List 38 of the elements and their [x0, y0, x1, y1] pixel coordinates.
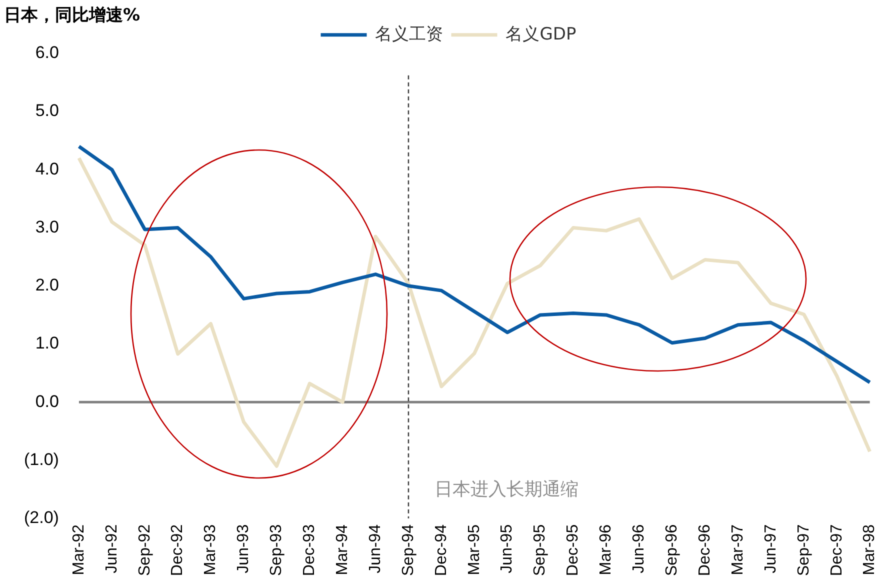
y-tick-label: (1.0) — [24, 450, 59, 469]
x-tick-label: Sep-94 — [400, 524, 417, 576]
x-tick-label: Jun-95 — [498, 524, 516, 574]
x-tick-label: Mar-96 — [598, 524, 615, 576]
x-tick-label: Dec-96 — [696, 524, 714, 576]
legend-label: 名义工资 — [375, 24, 444, 44]
y-tick-label: 3.0 — [35, 217, 59, 236]
x-tick-label: Sep-97 — [795, 524, 812, 576]
y-tick-label: 5.0 — [35, 101, 59, 120]
x-tick-label: Jun-93 — [235, 524, 252, 574]
y-tick-label: 4.0 — [35, 159, 59, 178]
x-tick-label: Mar-93 — [202, 524, 220, 576]
y-tick-label: 0.0 — [35, 392, 59, 411]
x-tick-label: Mar-95 — [466, 524, 483, 576]
x-tick-label: Sep-92 — [136, 524, 154, 576]
x-tick-label: Mar-98 — [861, 524, 878, 576]
x-tick-label: Sep-95 — [532, 524, 549, 576]
ref-line-label: 日本进入长期通缩 — [434, 479, 578, 500]
y-tick-label: (2.0) — [24, 508, 59, 528]
x-tick-label: Dec-92 — [169, 524, 186, 576]
x-tick-label: Dec-94 — [432, 524, 450, 576]
x-tick-label: Jun-94 — [366, 524, 384, 574]
y-tick-label: 6.0 — [35, 43, 59, 62]
y-tick-label: 2.0 — [35, 276, 59, 295]
x-tick-label: Dec-97 — [828, 524, 846, 576]
legend-label: 名义GDP — [506, 24, 576, 44]
x-tick-label: Jun-96 — [630, 524, 648, 574]
y-tick-label: 1.0 — [35, 334, 59, 353]
chart-title: 日本，同比增速% — [4, 6, 140, 26]
x-tick-label: Sep-96 — [663, 524, 680, 576]
x-tick-label: Jun-97 — [762, 524, 780, 574]
x-tick-label: Sep-93 — [268, 524, 286, 576]
x-tick-label: Dec-93 — [301, 524, 318, 576]
x-tick-label: Mar-92 — [70, 524, 88, 576]
x-tick-label: Mar-97 — [729, 524, 746, 576]
x-tick-label: Jun-92 — [103, 524, 120, 574]
x-tick-label: Mar-94 — [334, 524, 351, 576]
x-tick-label: Dec-95 — [564, 524, 582, 576]
